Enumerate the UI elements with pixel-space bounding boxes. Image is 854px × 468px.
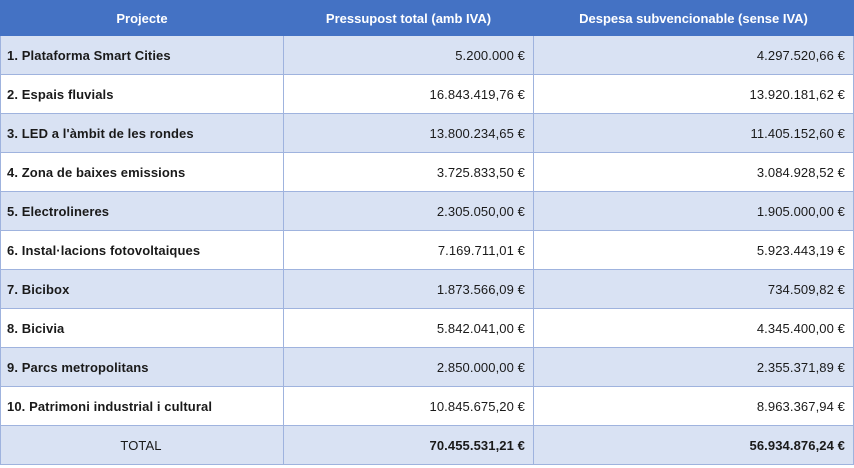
project-name: 5. Electrolineres: [0, 191, 284, 231]
project-name: 7. Bicibox: [0, 269, 284, 309]
table-header-row: Projecte Pressupost total (amb IVA) Desp…: [0, 0, 854, 36]
total-budget-value: 13.800.234,65 €: [283, 113, 534, 153]
eligible-expense-value: 11.405.152,60 €: [533, 113, 854, 153]
project-name: 10. Patrimoni industrial i cultural: [0, 386, 284, 426]
table-row: 9. Parcs metropolitans 2.850.000,00 € 2.…: [0, 347, 854, 387]
total-budget-value: 5.200.000 €: [283, 35, 534, 75]
project-name: 3. LED a l'àmbit de les rondes: [0, 113, 284, 153]
table-row: 1. Plataforma Smart Cities 5.200.000 € 4…: [0, 35, 854, 75]
eligible-expense-value: 13.920.181,62 €: [533, 74, 854, 114]
eligible-expense-value: 734.509,82 €: [533, 269, 854, 309]
table-row: 7. Bicibox 1.873.566,09 € 734.509,82 €: [0, 269, 854, 309]
total-row: TOTAL 70.455.531,21 € 56.934.876,24 €: [0, 425, 854, 465]
eligible-expense-value: 8.963.367,94 €: [533, 386, 854, 426]
table-row: 8. Bicivia 5.842.041,00 € 4.345.400,00 €: [0, 308, 854, 348]
header-total-budget: Pressupost total (amb IVA): [283, 0, 534, 36]
eligible-expense-value: 4.297.520,66 €: [533, 35, 854, 75]
total-budget-value: 2.305.050,00 €: [283, 191, 534, 231]
total-budget-value: 5.842.041,00 €: [283, 308, 534, 348]
table-row: 4. Zona de baixes emissions 3.725.833,50…: [0, 152, 854, 192]
eligible-expense-sum: 56.934.876,24 €: [533, 425, 854, 465]
table-row: 5. Electrolineres 2.305.050,00 € 1.905.0…: [0, 191, 854, 231]
total-budget-sum: 70.455.531,21 €: [283, 425, 534, 465]
eligible-expense-value: 5.923.443,19 €: [533, 230, 854, 270]
eligible-expense-value: 4.345.400,00 €: [533, 308, 854, 348]
project-name: 2. Espais fluvials: [0, 74, 284, 114]
project-name: 8. Bicivia: [0, 308, 284, 348]
table-row: 10. Patrimoni industrial i cultural 10.8…: [0, 386, 854, 426]
table-row: 2. Espais fluvials 16.843.419,76 € 13.92…: [0, 74, 854, 114]
project-name: 1. Plataforma Smart Cities: [0, 35, 284, 75]
total-label: TOTAL: [0, 425, 284, 465]
total-budget-value: 7.169.711,01 €: [283, 230, 534, 270]
eligible-expense-value: 1.905.000,00 €: [533, 191, 854, 231]
project-name: 6. Instal·lacions fotovoltaiques: [0, 230, 284, 270]
project-name: 4. Zona de baixes emissions: [0, 152, 284, 192]
total-budget-value: 10.845.675,20 €: [283, 386, 534, 426]
header-eligible-expense: Despesa subvencionable (sense IVA): [533, 0, 854, 36]
eligible-expense-value: 3.084.928,52 €: [533, 152, 854, 192]
table-row: 6. Instal·lacions fotovoltaiques 7.169.7…: [0, 230, 854, 270]
total-budget-value: 1.873.566,09 €: [283, 269, 534, 309]
table-row: 3. LED a l'àmbit de les rondes 13.800.23…: [0, 113, 854, 153]
total-budget-value: 2.850.000,00 €: [283, 347, 534, 387]
total-budget-value: 16.843.419,76 €: [283, 74, 534, 114]
total-budget-value: 3.725.833,50 €: [283, 152, 534, 192]
header-project: Projecte: [0, 0, 284, 36]
project-name: 9. Parcs metropolitans: [0, 347, 284, 387]
eligible-expense-value: 2.355.371,89 €: [533, 347, 854, 387]
